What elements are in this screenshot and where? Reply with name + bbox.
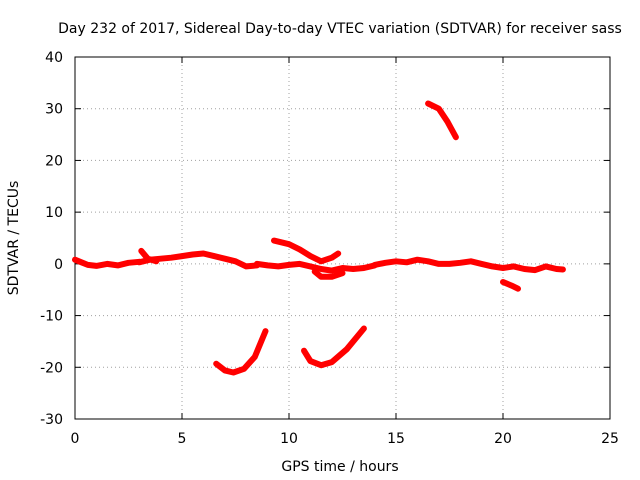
series-up-9-12h (271, 237, 342, 265)
y-tick-label: 10 (45, 205, 63, 221)
y-axis-label: SDTVAR / TECUs (6, 181, 22, 296)
y-tick-label: 40 (45, 50, 63, 66)
x-tick-label: 5 (178, 431, 187, 447)
y-tick-label: -20 (40, 360, 63, 376)
y-tick-labels: -30 -20 -10 0 10 20 30 40 (40, 50, 63, 428)
y-tick-label: 20 (45, 153, 63, 169)
x-tick-label: 0 (71, 431, 80, 447)
series-high-16-18h (425, 100, 459, 141)
gridlines (75, 57, 610, 419)
series-band-3-6h (136, 250, 260, 270)
data-series (72, 100, 566, 376)
x-tick-label: 25 (601, 431, 619, 447)
series-low-6-9h (213, 328, 269, 376)
x-tick-label: 15 (387, 431, 405, 447)
series-band-8-13h (253, 260, 378, 274)
x-tick-labels: 0 5 10 15 20 25 (71, 431, 619, 447)
plot-frame (74, 56, 611, 420)
series-dip-11-12h (311, 268, 346, 280)
y-tick-label: 0 (54, 257, 63, 273)
x-tick-label: 20 (494, 431, 512, 447)
series-band-0-3h (72, 256, 143, 269)
y-tick-label: -10 (40, 309, 63, 325)
series-low-10-13h (301, 325, 367, 369)
chart-title: Day 232 of 2017, Sidereal Day-to-day VTE… (58, 21, 622, 37)
x-tick-label: 10 (280, 431, 298, 447)
x-axis-label: GPS time / hours (281, 459, 398, 475)
y-tick-label: 30 (45, 102, 63, 118)
y-tick-label: -30 (40, 412, 63, 428)
series-early-spike (138, 247, 160, 265)
series-neg-20-21h (500, 279, 521, 292)
series-band-14-23h (371, 256, 566, 274)
